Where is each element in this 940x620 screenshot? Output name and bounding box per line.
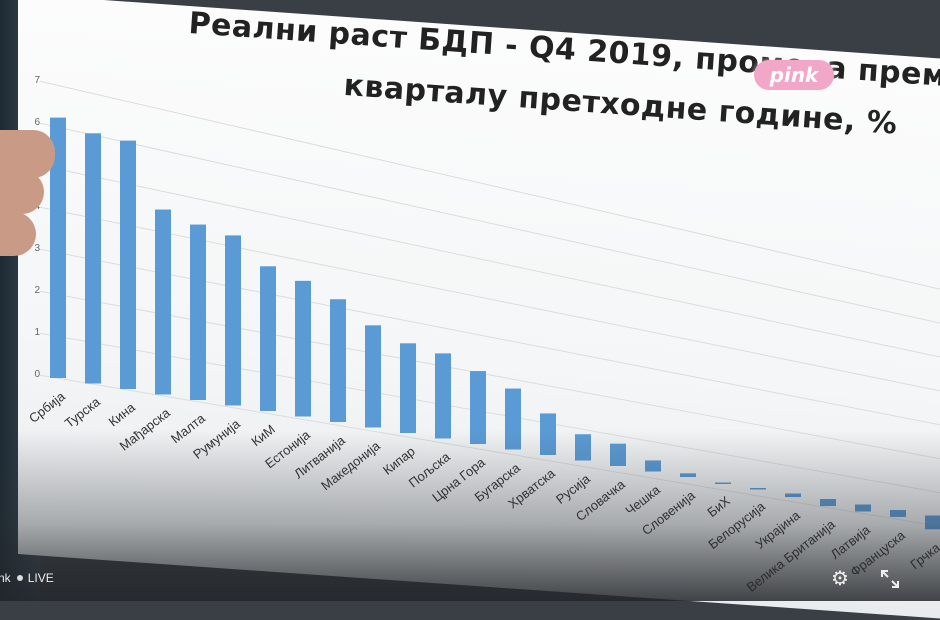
bar xyxy=(645,460,661,472)
gridlines xyxy=(39,80,940,527)
bar xyxy=(925,515,940,530)
bar xyxy=(225,235,241,406)
bar xyxy=(750,488,766,490)
bar xyxy=(680,473,696,477)
bar xyxy=(85,133,101,384)
bar xyxy=(365,325,381,428)
y-tick-label: 2 xyxy=(34,285,40,296)
presenter-hand xyxy=(0,130,65,280)
gridline xyxy=(39,248,940,426)
bar xyxy=(785,493,801,498)
bar xyxy=(295,280,311,417)
gridline xyxy=(39,164,940,358)
bar xyxy=(715,482,731,484)
gridline xyxy=(39,332,940,494)
bar xyxy=(120,140,136,389)
channel-logo: pink xyxy=(754,60,834,90)
gridline xyxy=(39,206,940,392)
bar xyxy=(540,413,556,455)
bar xyxy=(50,117,66,378)
bar xyxy=(855,504,871,512)
player-controls: nk LIVE xyxy=(0,562,940,594)
gridline xyxy=(39,374,940,527)
bar xyxy=(190,224,206,400)
channel-name: nk xyxy=(0,571,11,585)
bar xyxy=(400,343,416,433)
bar xyxy=(260,266,276,411)
gear-icon[interactable]: ⚙ xyxy=(831,568,849,590)
gridline xyxy=(39,122,940,324)
y-tick-label: 3 xyxy=(34,243,40,254)
bar xyxy=(470,371,486,444)
x-tick-label: КиМ xyxy=(248,422,277,450)
y-tick-label: 0 xyxy=(34,369,40,380)
x-tick-label: Кина xyxy=(106,399,139,429)
y-tick-label: 7 xyxy=(34,75,40,86)
bar xyxy=(610,443,626,466)
bar xyxy=(820,499,836,507)
bar xyxy=(330,299,346,422)
gridline xyxy=(39,80,940,290)
bar xyxy=(505,388,521,450)
x-tick-label: Турска xyxy=(62,394,104,431)
bar xyxy=(575,434,591,461)
bar xyxy=(155,209,171,395)
live-dot-icon xyxy=(16,574,23,581)
y-tick-label: 1 xyxy=(34,327,40,338)
bar xyxy=(890,510,906,517)
x-tick-label: БиХ xyxy=(704,493,733,520)
expand-icon[interactable] xyxy=(878,567,902,591)
bar xyxy=(435,353,451,439)
live-badge: LIVE xyxy=(27,571,54,585)
y-tick-label: 6 xyxy=(34,117,40,128)
